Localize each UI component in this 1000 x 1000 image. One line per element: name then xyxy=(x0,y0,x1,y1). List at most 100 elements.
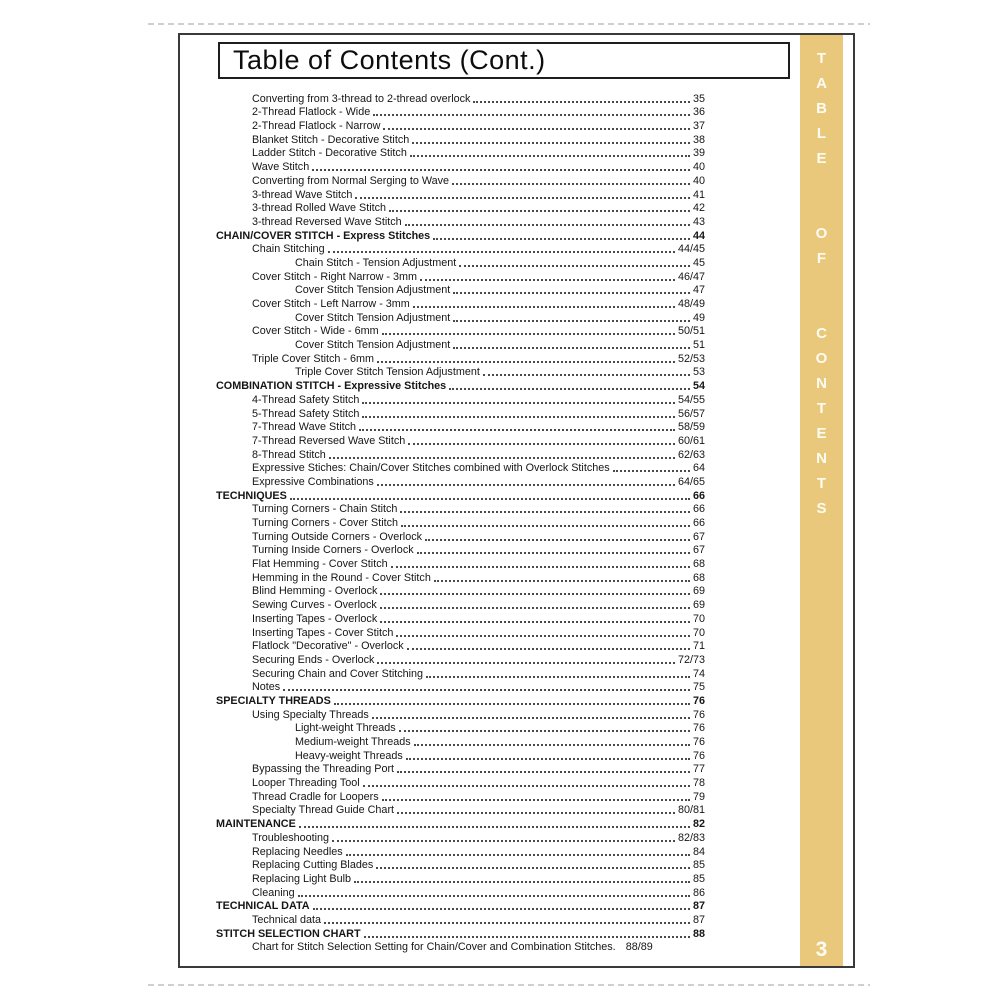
toc-page-number: 50/51 xyxy=(677,325,705,338)
toc-entry-label: Blind Hemming - Overlock xyxy=(252,585,378,598)
toc-entry-row: 2-Thread Flatlock - Narrow 37 xyxy=(216,118,705,132)
toc-entry-label: Turning Corners - Cover Stitch xyxy=(252,517,399,529)
toc-page-number: 43 xyxy=(692,215,705,228)
toc-section-row: TECHNIQUES 66 xyxy=(216,488,705,502)
toc-page-number: 66 xyxy=(692,489,705,502)
toc-page-number: 85 xyxy=(692,859,705,872)
toc-entry-row: 3-thread Reversed Wave Stitch 43 xyxy=(216,214,705,228)
toc-entry-label: Replacing Needles xyxy=(252,845,343,858)
toc-entry-label: MAINTENANCE xyxy=(216,818,296,831)
toc-entry-row: 3-thread Rolled Wave Stitch 42 xyxy=(216,201,705,214)
toc-dotted-leader xyxy=(376,867,690,870)
toc-dotted-leader xyxy=(453,319,690,322)
toc-dotted-leader xyxy=(380,620,690,623)
toc-entry-label: STITCH SELECTION CHART xyxy=(216,927,361,940)
toc-dotted-leader xyxy=(413,744,690,746)
toc-entry-label: Chart for Stitch Selection Setting for C… xyxy=(252,941,616,954)
toc-dotted-leader xyxy=(324,921,690,924)
toc-section-row: STITCH SELECTION CHART 88 xyxy=(216,926,705,940)
toc-entry-label: Converting from 3-thread to 2-thread ove… xyxy=(252,92,471,105)
toc-dotted-leader xyxy=(425,538,690,541)
page-title: Table of Contents (Cont.) xyxy=(233,45,546,75)
toc-page-number: 49 xyxy=(692,311,705,324)
toc-dotted-leader xyxy=(389,210,690,213)
toc-dotted-leader xyxy=(449,388,690,391)
toc-entry-label: Cleaning xyxy=(252,886,295,899)
toc-dotted-leader xyxy=(409,155,690,158)
toc-dotted-leader xyxy=(298,826,690,829)
toc-entry-label: Converting from Normal Serging to Wave xyxy=(252,174,450,187)
toc-dotted-leader xyxy=(473,100,690,103)
toc-dotted-leader xyxy=(433,237,690,240)
toc-dotted-leader xyxy=(327,251,675,254)
toc-dotted-leader xyxy=(401,525,690,527)
toc-entry-row: Cover Stitch Tension Adjustment 51 xyxy=(216,337,705,351)
toc-entry-label: Inserting Tapes - Cover Stitch xyxy=(252,626,394,639)
toc-entry-label: Chain Stitch - Tension Adjustment xyxy=(295,256,457,269)
toc-entry-row: Using Specialty Threads 76 xyxy=(216,707,705,721)
toc-page-number: 62/63 xyxy=(677,448,705,461)
vertical-title-letter: N xyxy=(816,450,827,467)
toc-dotted-leader xyxy=(363,935,690,938)
toc-entry-label: Turning Corners - Chain Stitch xyxy=(252,503,398,516)
toc-entry-row: Triple Cover Stitch - 6mm 52/53 xyxy=(216,351,705,365)
toc-entry-row: Replacing Light Bulb 85 xyxy=(216,871,705,885)
toc-page-number: 66 xyxy=(692,503,705,516)
toc-page-number: 40 xyxy=(692,161,705,174)
title-box: Table of Contents (Cont.) xyxy=(218,42,790,79)
toc-dotted-leader xyxy=(381,333,675,336)
toc-page-number: 51 xyxy=(692,339,705,352)
toc-page-number: 47 xyxy=(692,284,705,297)
toc-page-number: 68 xyxy=(692,571,705,584)
toc-entry-row: Sewing Curves - Overlock 69 xyxy=(216,597,705,611)
toc-page-number: 37 xyxy=(692,120,705,133)
toc-page-number: 79 xyxy=(692,790,705,803)
toc-entry-row: Blind Hemming - Overlock 69 xyxy=(216,584,705,598)
toc-page-number: 56/57 xyxy=(677,407,705,420)
toc-entry-label: Bypassing the Threading Port xyxy=(252,763,395,776)
toc-entry-label: CHAIN/COVER STITCH - Express Stitches xyxy=(216,229,431,242)
toc-dotted-leader xyxy=(390,566,690,569)
toc-entry-label: 5-Thread Safety Stitch xyxy=(252,407,360,420)
toc-dotted-leader xyxy=(420,278,675,281)
toc-page-number: 70 xyxy=(692,626,705,639)
toc-dotted-leader xyxy=(408,442,675,445)
toc-entry-row: Cover Stitch Tension Adjustment 49 xyxy=(216,310,705,324)
toc-entry-label: Looper Threading Tool xyxy=(252,777,360,790)
toc-entry-row: 7-Thread Wave Stitch 58/59 xyxy=(216,420,705,433)
toc-entry-row: Turning Outside Corners - Overlock 67 xyxy=(216,529,705,543)
toc-entry-row: Cover Stitch - Wide - 6mm 50/51 xyxy=(216,324,705,338)
vertical-title-letter: E xyxy=(816,150,827,167)
toc-page-number: 76 xyxy=(692,722,705,735)
toc-entry-row: Blanket Stitch - Decorative Stitch 38 xyxy=(216,132,705,146)
toc-entry-label: Light-weight Threads xyxy=(295,722,396,735)
toc-dotted-leader xyxy=(312,908,690,911)
toc-page-number: 35 xyxy=(692,92,705,105)
toc-entry-label: Turning Outside Corners - Overlock xyxy=(252,530,423,543)
toc-entry-row: Inserting Tapes - Overlock 70 xyxy=(216,611,705,625)
toc-page-number: 38 xyxy=(692,133,705,146)
toc-page-number: 45 xyxy=(692,256,705,269)
toc-entry-label: Troubleshooting xyxy=(252,831,330,844)
toc-dotted-leader xyxy=(398,730,690,733)
toc-dotted-leader xyxy=(297,894,690,897)
toc-entry-row: 8-Thread Stitch 62/63 xyxy=(216,447,705,461)
toc-entry-row: Chain Stitch - Tension Adjustment 45 xyxy=(216,255,705,269)
toc-page-number: 48/49 xyxy=(677,298,705,310)
toc-entry-label: COMBINATION STITCH - Expressive Stitches xyxy=(216,380,447,393)
toc-section-row: COMBINATION STITCH - Expressive Stitches… xyxy=(216,378,705,392)
toc-page-number: 64/65 xyxy=(677,475,705,488)
toc-entry-row: Cleaning 86 xyxy=(216,885,705,899)
toc-entry-label: 3-thread Wave Stitch xyxy=(252,188,353,201)
vertical-title-letter: T xyxy=(816,400,827,417)
document-page: Table of Contents (Cont.) Converting fro… xyxy=(178,33,855,968)
toc-dotted-leader xyxy=(328,456,675,459)
toc-entry-label: Replacing Cutting Blades xyxy=(252,859,374,872)
toc-page-number: 71 xyxy=(692,640,705,653)
toc-page-number: 76 xyxy=(692,694,705,707)
vertical-title-letter: T xyxy=(816,50,827,67)
toc-entry-row: Turning Corners - Chain Stitch 66 xyxy=(216,502,705,516)
toc-page-number: 84 xyxy=(692,845,705,858)
toc-page-number: 85 xyxy=(692,872,705,885)
